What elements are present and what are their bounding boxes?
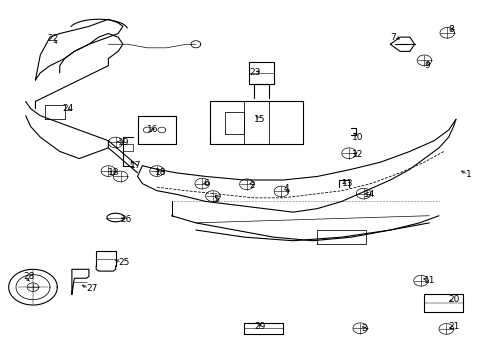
Text: 14: 14 bbox=[363, 190, 374, 199]
Text: 2: 2 bbox=[249, 181, 254, 190]
Text: 3: 3 bbox=[361, 324, 366, 333]
Text: 12: 12 bbox=[351, 150, 362, 159]
Text: 4: 4 bbox=[283, 184, 288, 193]
Text: 21: 21 bbox=[448, 322, 459, 331]
Text: 9: 9 bbox=[424, 61, 429, 70]
Text: 19: 19 bbox=[118, 138, 129, 147]
Text: 25: 25 bbox=[118, 258, 129, 267]
Text: 24: 24 bbox=[62, 104, 73, 113]
Text: 13: 13 bbox=[341, 179, 352, 188]
Text: 18: 18 bbox=[154, 168, 166, 177]
Text: 16: 16 bbox=[147, 126, 159, 135]
Text: 26: 26 bbox=[120, 215, 132, 224]
Text: 5: 5 bbox=[212, 195, 218, 204]
Text: 1: 1 bbox=[465, 170, 470, 179]
Text: 28: 28 bbox=[23, 272, 35, 281]
Text: 23: 23 bbox=[249, 68, 260, 77]
Text: 15: 15 bbox=[254, 115, 265, 124]
Text: 29: 29 bbox=[254, 322, 265, 331]
Text: 18: 18 bbox=[108, 168, 120, 177]
Text: 6: 6 bbox=[203, 179, 208, 188]
Text: 17: 17 bbox=[130, 161, 142, 170]
Text: 7: 7 bbox=[389, 33, 395, 42]
Text: 10: 10 bbox=[351, 132, 362, 141]
Text: 11: 11 bbox=[424, 275, 435, 284]
Text: 8: 8 bbox=[448, 26, 453, 35]
Text: 22: 22 bbox=[47, 35, 59, 44]
Text: 20: 20 bbox=[448, 295, 459, 304]
Text: 27: 27 bbox=[86, 284, 98, 293]
